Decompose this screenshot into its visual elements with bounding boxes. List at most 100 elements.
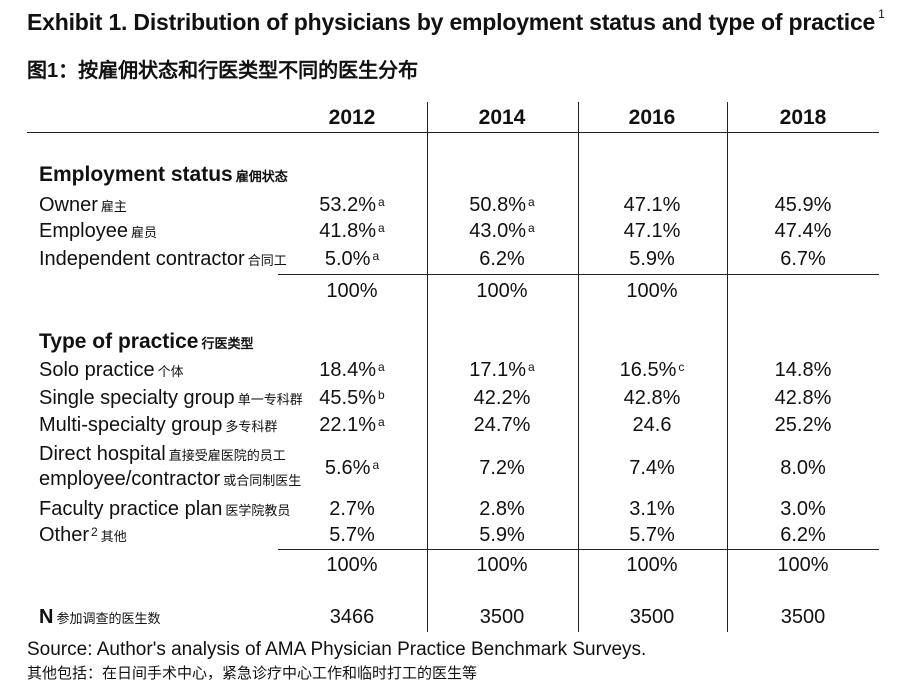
type-of-practice-label: Type of practice — [39, 330, 199, 353]
practice-cell: 7.2% — [432, 456, 572, 480]
practice-row-label: Solo practice 个体 — [39, 358, 184, 384]
practice-cell: 3.1% — [582, 497, 722, 521]
employment-cell: 6.7% — [733, 247, 873, 271]
n-label: N — [39, 606, 54, 628]
employment-cell-value: 43.0% — [469, 220, 527, 242]
row-label-en: Direct hospital — [39, 443, 166, 465]
row-label-en: Other — [39, 524, 90, 546]
employment-cell: 50.8% a — [432, 193, 572, 217]
employment-cell: 45.9% — [733, 193, 873, 217]
practice-cell-value: 16.5% — [619, 359, 677, 381]
practice-total-cell-value: 100% — [777, 554, 829, 576]
employment-cell: 41.8% a — [282, 219, 422, 243]
practice-cell-value: 45.5% — [319, 387, 377, 409]
practice-cell-superscript: a — [378, 360, 385, 374]
column-divider-2 — [578, 102, 579, 632]
n-row-label: N 参加调查的医生数 — [39, 605, 160, 631]
row-label-cn: 雇员 — [130, 225, 157, 240]
employment-cell: 47.1% — [582, 219, 722, 243]
employment-cell-value: 47.1% — [623, 194, 681, 216]
row-label-cn-line2: 或合同制医生 — [223, 473, 302, 488]
employment-status-heading: Employment status 雇佣状态 — [39, 163, 288, 189]
practice-cell: 5.7% — [282, 523, 422, 547]
employment-cell-value: 41.8% — [319, 220, 377, 242]
employment-cell-value: 45.9% — [774, 194, 832, 216]
practice-cell-value: 6.2% — [780, 524, 826, 546]
practice-row-label: Direct hospital 直接受雇医院的员工 — [39, 442, 286, 468]
practice-cell-value: 18.4% — [319, 359, 377, 381]
employment-total-cell: 100% — [432, 279, 572, 303]
row-label-cn: 单一专科群 — [237, 392, 303, 407]
practice-cell-superscript: b — [378, 388, 385, 402]
employment-total-cell-value: 100% — [476, 280, 528, 302]
row-label-cn: 多专科群 — [225, 419, 278, 434]
employment-cell-superscript: a — [378, 221, 385, 235]
employment-cell-superscript: a — [378, 195, 385, 209]
practice-total-cell: 100% — [582, 553, 722, 577]
employment-cell-value: 5.9% — [629, 248, 675, 270]
practice-cell-value: 14.8% — [774, 359, 832, 381]
practice-cell-value: 5.7% — [329, 524, 375, 546]
n-cell: 3500 — [733, 605, 873, 629]
row-label-cn: 个体 — [157, 364, 184, 379]
practice-cell-value: 7.2% — [479, 457, 525, 479]
practice-cell: 22.1% a — [282, 413, 422, 437]
type-of-practice-label-cn: 行医类型 — [201, 336, 254, 351]
employment-cell: 43.0% a — [432, 219, 572, 243]
practice-row-label: Other 2 其他 — [39, 523, 127, 549]
row-label-en: Employee — [39, 220, 128, 242]
employment-total-cell-value: 100% — [626, 280, 678, 302]
row-label-cn: 其他 — [100, 529, 127, 544]
source-note: Source: Author's analysis of AMA Physici… — [27, 639, 647, 660]
employment-total-cell-value: 100% — [326, 280, 378, 302]
n-cell: 3466 — [282, 605, 422, 629]
row-label-cn: 直接受雇医院的员工 — [168, 448, 286, 463]
practice-cell-value: 2.8% — [479, 498, 525, 520]
employment-cell: 47.1% — [582, 193, 722, 217]
column-divider-1 — [427, 102, 428, 632]
practice-cell-value: 22.1% — [319, 414, 377, 436]
year-header-2014: 2014 — [478, 106, 526, 129]
practice-row-label-line2: employee/contractor 或合同制医生 — [39, 467, 301, 493]
practice-cell: 7.4% — [582, 456, 722, 480]
practice-cell-superscript: a — [528, 360, 535, 374]
practice-cell: 24.6 — [582, 413, 722, 437]
practice-cell: 5.9% — [432, 523, 572, 547]
row-label-cn: 医学院教员 — [225, 503, 291, 518]
employment-cell: 53.2% a — [282, 193, 422, 217]
row-label-en: Independent contractor — [39, 248, 245, 270]
practice-cell: 5.6% a — [282, 456, 422, 480]
practice-row-label: Single specialty group 单一专科群 — [39, 386, 303, 412]
employment-total-cell: 100% — [282, 279, 422, 303]
n-cell-value: 3500 — [629, 606, 675, 628]
row-label-en: Single specialty group — [39, 387, 235, 409]
practice-cell-value: 3.0% — [780, 498, 826, 520]
practice-cell: 14.8% — [733, 358, 873, 382]
practice-cell-value: 17.1% — [469, 359, 527, 381]
employment-cell-value: 47.4% — [774, 220, 832, 242]
practice-cell-value: 42.8% — [623, 387, 681, 409]
practice-cell-value: 5.9% — [479, 524, 525, 546]
employment-cell: 6.2% — [432, 247, 572, 271]
employment-cell-superscript: a — [528, 221, 535, 235]
practice-total-cell-value: 100% — [626, 554, 678, 576]
row-label-en: Owner — [39, 194, 98, 216]
employment-cell: 5.9% — [582, 247, 722, 271]
practice-cell: 42.8% — [733, 386, 873, 410]
row-label-en-line2: employee/contractor — [39, 468, 221, 490]
practice-total-cell: 100% — [432, 553, 572, 577]
practice-cell-value: 7.4% — [629, 457, 675, 479]
row-label-cn: 雇主 — [100, 199, 127, 214]
practice-row-label: Multi-specialty group 多专科群 — [39, 413, 277, 439]
n-cell: 3500 — [582, 605, 722, 629]
practice-cell-value: 42.2% — [473, 387, 531, 409]
employment-cell-superscript: a — [528, 195, 535, 209]
practice-cell: 45.5% b — [282, 386, 422, 410]
row-label-en: Multi-specialty group — [39, 414, 223, 436]
practice-cell: 3.0% — [733, 497, 873, 521]
practice-cell-value: 5.6% — [324, 457, 371, 479]
year-header-2012: 2012 — [328, 106, 376, 129]
n-cell-value: 3500 — [479, 606, 525, 628]
employment-cell-value: 53.2% — [319, 194, 377, 216]
n-label-cn: 参加调查的医生数 — [56, 611, 161, 626]
